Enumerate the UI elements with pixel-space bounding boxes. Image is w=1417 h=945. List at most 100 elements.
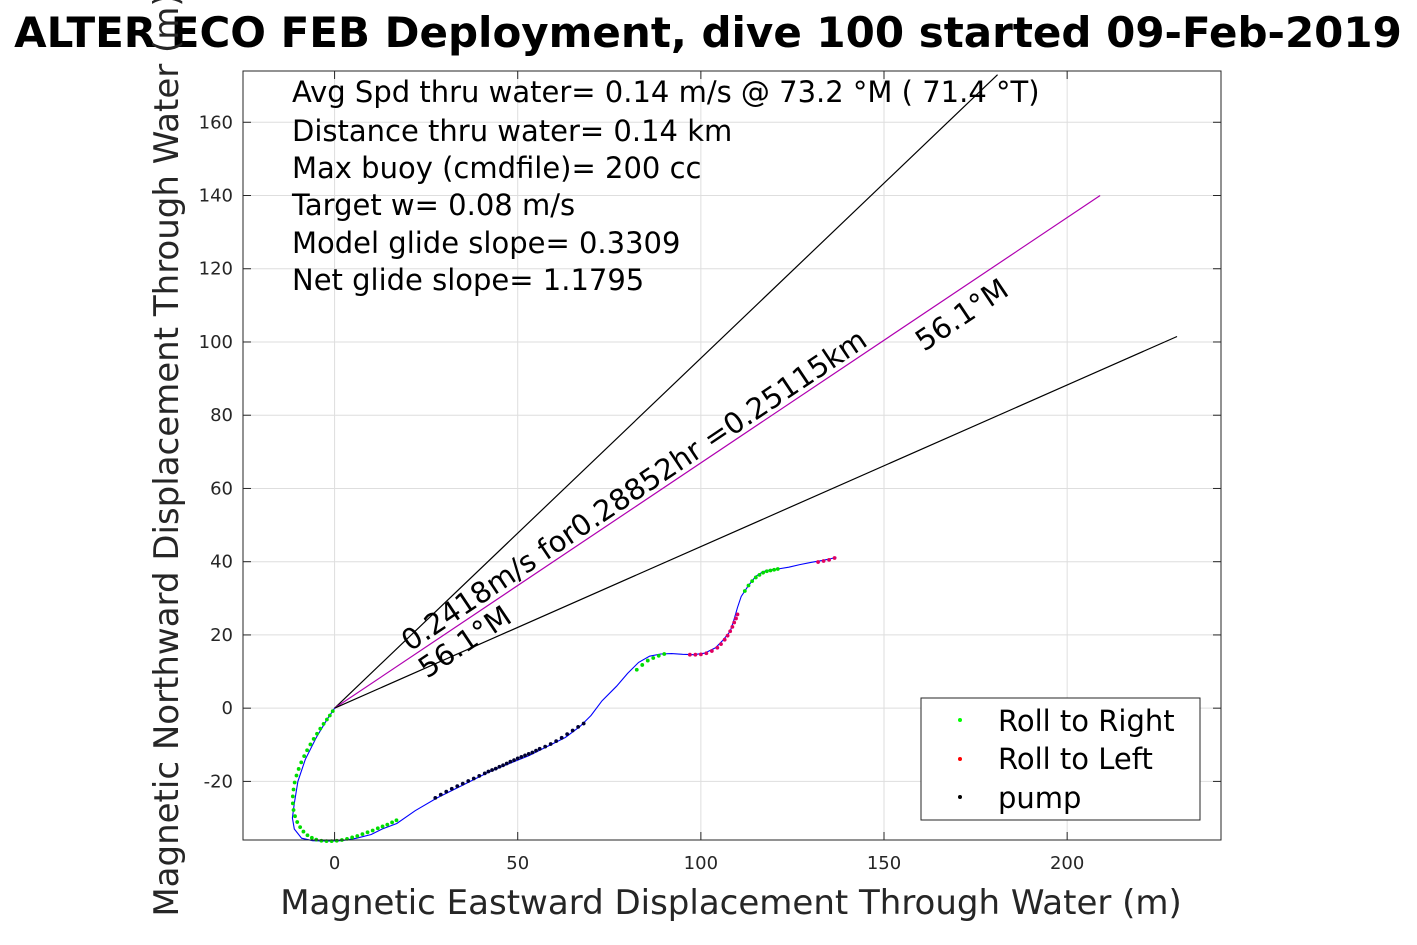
legend-label-roll-left: Roll to Left: [998, 742, 1153, 776]
pump-point: [534, 748, 538, 753]
legend-label-roll-right: Roll to Right: [998, 704, 1175, 738]
roll-left-point: [832, 556, 837, 560]
roll-right-point: [764, 569, 769, 574]
roll-right-point: [321, 722, 326, 726]
pump-point: [501, 763, 505, 768]
roll-right-point: [302, 754, 307, 759]
roll-right-point: [327, 713, 332, 718]
roll-left-point: [722, 637, 727, 642]
roll-right-point: [775, 567, 780, 571]
pump-point: [559, 735, 564, 740]
pump-point: [449, 786, 454, 791]
legend: Roll to Right Roll to Left pump: [920, 697, 1201, 821]
legend-marker-roll-right: [958, 718, 962, 722]
pump-point: [455, 784, 460, 789]
pump-point: [504, 761, 509, 766]
y-tick-label: 100: [199, 332, 233, 353]
roll-left-point: [821, 559, 826, 563]
roll-left-point: [704, 651, 709, 656]
pump-point: [581, 721, 586, 726]
roll-right-point: [298, 825, 303, 830]
x-tick-label: 100: [684, 853, 718, 874]
x-axis-label: Magnetic Eastward Displacement Through W…: [280, 883, 1182, 923]
reference-line-heading-minus: [334, 335, 1178, 709]
pump-point: [460, 781, 465, 786]
axis-ticks: 0 50 100 150 200 -20 0 20 40 60 80 100 120 140 160: [199, 71, 1221, 874]
pump-point: [486, 769, 491, 774]
roll-right-point: [380, 824, 385, 829]
y-tick-label: 160: [199, 112, 233, 133]
roll-left-point: [816, 560, 820, 564]
pump-point: [515, 756, 520, 761]
y-tick-label: 0: [222, 698, 233, 719]
roll-right-point: [315, 731, 319, 736]
pump-point: [438, 792, 443, 797]
pump-point: [493, 766, 498, 771]
roll-right-point: [330, 709, 335, 714]
pump-point: [554, 739, 559, 744]
roll-right-point: [757, 572, 762, 577]
roll-left-point: [728, 629, 733, 634]
roll-right-point: [370, 828, 375, 833]
roll-right-point: [334, 838, 339, 843]
roll-right-point: [293, 814, 297, 819]
roll-right-point: [768, 568, 773, 573]
x-tick-label: 0: [329, 853, 340, 874]
roll-right-point: [651, 656, 656, 660]
grid-lines: [243, 71, 1221, 840]
reference-line-heading-plus: [334, 74, 998, 709]
y-tick-label: 120: [199, 259, 233, 280]
roll-right-point: [301, 829, 306, 834]
pump-point: [466, 779, 471, 783]
y-tick-label: 80: [210, 405, 233, 426]
roll-right-point: [309, 835, 314, 840]
roll-left-point: [827, 557, 831, 562]
roll-left-point: [709, 649, 714, 653]
roll-right-point: [305, 748, 310, 753]
y-axis-label: Magnetic Northward Displacement Through …: [147, 0, 187, 917]
roll-right-point: [365, 830, 370, 835]
roll-left-point: [687, 652, 692, 657]
pump-point: [519, 754, 524, 759]
y-tick-label: 60: [210, 478, 233, 499]
legend-box: [920, 697, 1201, 821]
stats-annotations: Avg Spd thru water= 0.14 m/s @ 73.2 °M (…: [291, 75, 1040, 297]
reference-lines: [334, 74, 1178, 709]
roll-right-point: [292, 780, 297, 785]
roll-right-point: [305, 833, 310, 838]
legend-marker-roll-left: [958, 757, 962, 761]
plot-area-border: [242, 70, 1222, 841]
roll-right-point: [350, 835, 355, 840]
pump-point: [512, 758, 516, 763]
roll-right-point: [742, 589, 747, 593]
x-tick-label: 50: [506, 853, 529, 874]
pump-point: [433, 795, 438, 800]
pump-point: [471, 776, 476, 781]
roll-left-point: [734, 616, 738, 621]
roll-right-point: [662, 652, 667, 656]
pump-point: [477, 774, 482, 778]
roll-right-point: [324, 717, 329, 722]
x-tick-label: 150: [867, 853, 901, 874]
annotation-distance: Distance thru water= 0.14 km: [292, 114, 732, 148]
roll-right-point: [385, 822, 390, 827]
annotation-net-glide-slope: Net glide slope= 1.1795: [292, 263, 644, 297]
roll-right-point: [772, 567, 777, 572]
roll-right-point: [394, 818, 399, 823]
reference-line-current: [334, 195, 1101, 709]
roll-right-point: [753, 575, 758, 580]
y-tick-label: 40: [210, 552, 233, 573]
pump-point: [490, 768, 494, 772]
track-points: [290, 556, 837, 843]
roll-left-point: [732, 620, 737, 625]
roll-right-point: [295, 820, 300, 824]
roll-right-point: [311, 737, 316, 741]
pump-point: [570, 728, 575, 733]
pump-point: [565, 732, 570, 737]
roll-left-point: [698, 652, 703, 657]
roll-right-point: [291, 808, 296, 812]
x-tick-label: 200: [1050, 853, 1084, 874]
roll-right-point: [299, 760, 304, 765]
y-tick-label: -20: [204, 771, 233, 792]
roll-right-point: [375, 826, 380, 831]
